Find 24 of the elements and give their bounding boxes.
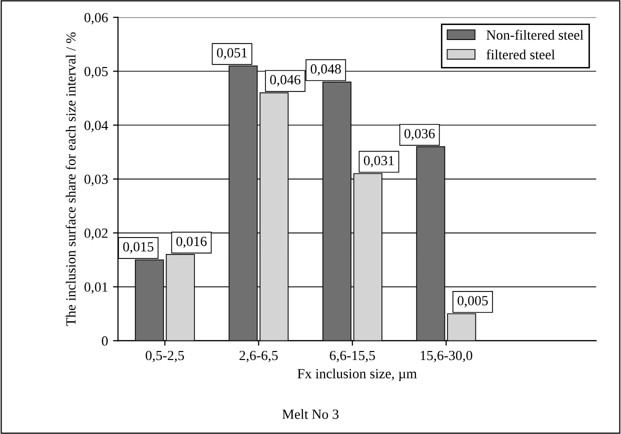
data-label: 0,015 bbox=[123, 242, 154, 254]
data-label: 0,048 bbox=[310, 64, 341, 76]
y-tick-label: 0,06 bbox=[84, 12, 108, 24]
data-label: 0,051 bbox=[216, 48, 247, 60]
x-tick-label: 6,6-15,5 bbox=[330, 350, 375, 362]
legend-label: Non-filtered steel bbox=[486, 30, 584, 40]
y-axis-title: The inclusion surface share for each size interval / % bbox=[66, 32, 76, 326]
y-tick-label: 0,02 bbox=[84, 228, 108, 240]
text: Melt No 3 bbox=[282, 409, 339, 419]
data-label: 0,016 bbox=[176, 236, 207, 248]
data-label: 0,005 bbox=[458, 296, 488, 308]
data-label: 0,036 bbox=[404, 128, 435, 140]
y-tick-label: 0,04 bbox=[84, 120, 108, 132]
y-tick-label: 0,05 bbox=[84, 66, 108, 78]
data-label: 0,031 bbox=[364, 156, 394, 168]
x-tick-label: 0,5-2,5 bbox=[146, 350, 184, 362]
x-tick-label: 2,6-6,5 bbox=[240, 350, 278, 362]
x-axis-title: Fx inclusion size, µm bbox=[298, 368, 417, 382]
y-tick-label: 0,01 bbox=[84, 282, 108, 294]
y-tick-label: 0,03 bbox=[84, 174, 108, 186]
x-tick-label: 15,6-30,0 bbox=[420, 350, 472, 362]
data-label: 0,046 bbox=[270, 75, 300, 86]
y-tick-label: 0 bbox=[102, 336, 108, 346]
legend-label: filtered steel bbox=[486, 49, 555, 60]
